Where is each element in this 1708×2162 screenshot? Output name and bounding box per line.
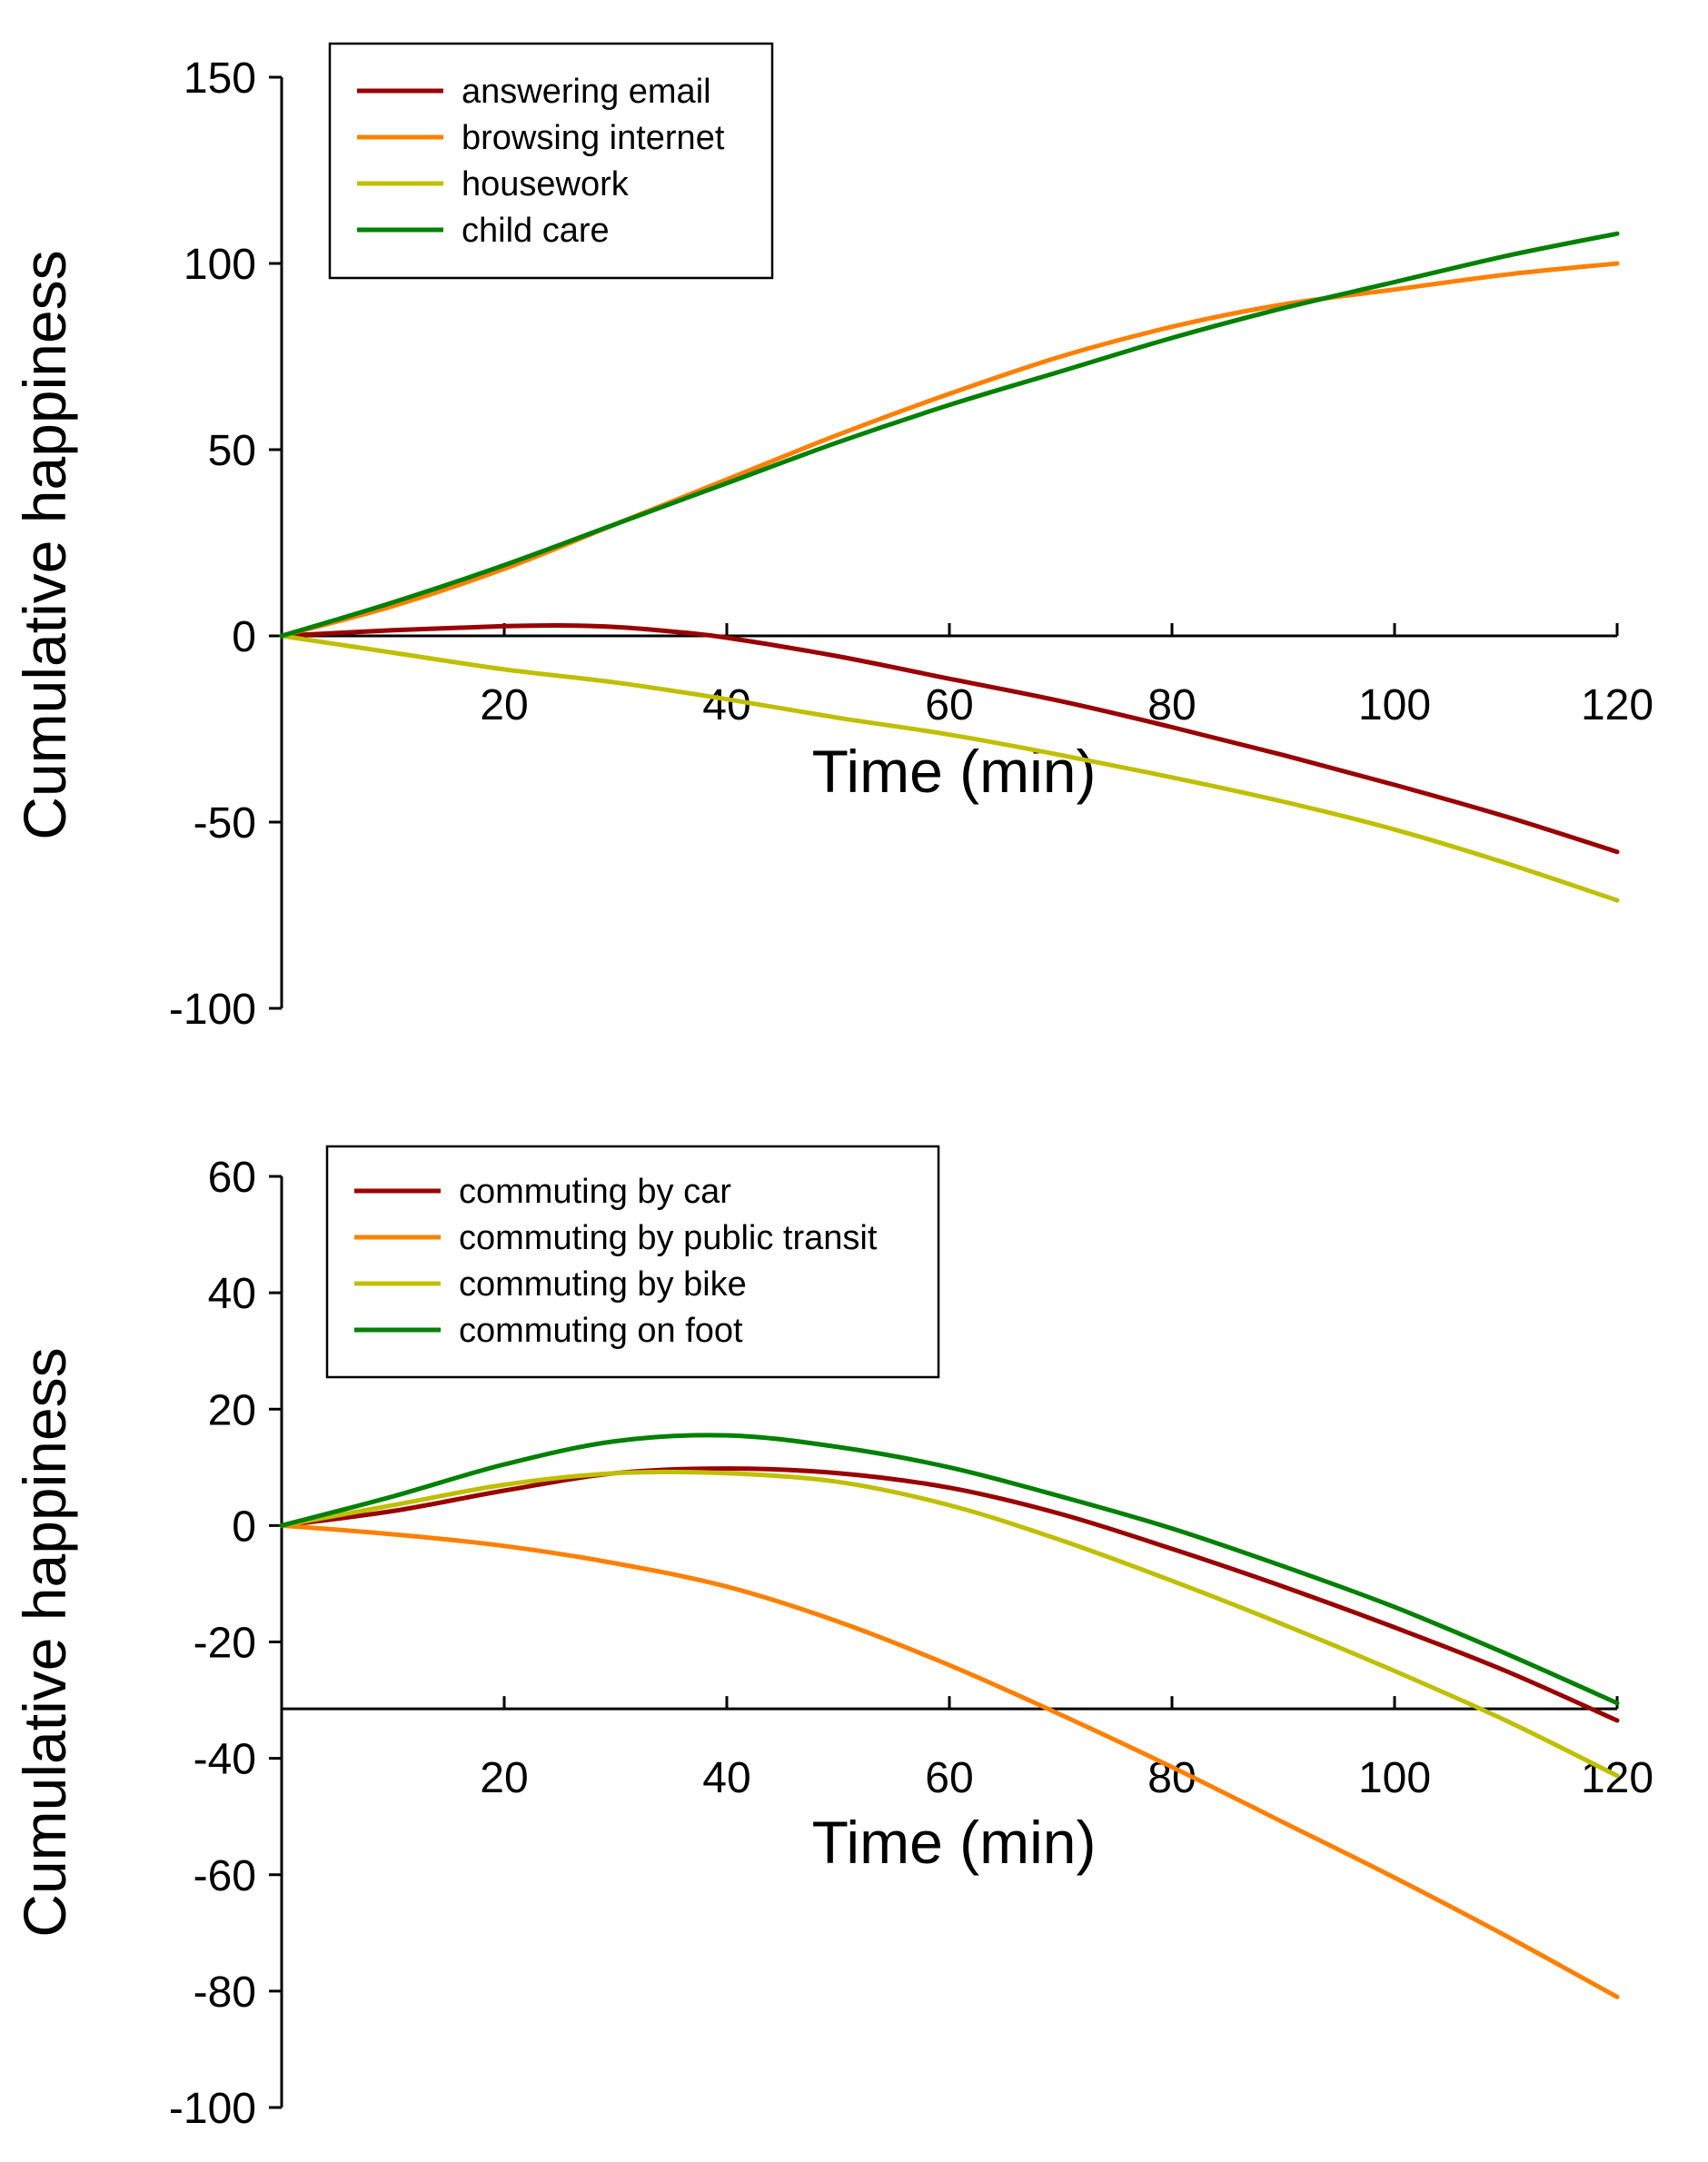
x-tick-label: 100 xyxy=(1358,1754,1431,1802)
series-line-child-care xyxy=(279,231,1620,639)
y-tick-label: 0 xyxy=(232,1502,256,1551)
x-axis-title: Time (min) xyxy=(812,1809,1097,1876)
x-tick-label: 120 xyxy=(1581,681,1653,729)
y-tick-label: 20 xyxy=(208,1386,256,1434)
y-axis-title: Cumulative happiness xyxy=(11,250,78,839)
series-line-commuting-by-bike xyxy=(279,1469,1620,1779)
legend-label: answering email xyxy=(462,73,711,111)
y-tick-label: -100 xyxy=(169,2085,256,2133)
y-tick-label: 60 xyxy=(208,1154,256,1202)
y-tick-label: -20 xyxy=(194,1620,256,1668)
x-tick-label: 40 xyxy=(702,681,750,729)
x-axis-title: Time (min) xyxy=(812,738,1097,805)
y-tick-label: 40 xyxy=(208,1270,256,1318)
series-line-answering-email xyxy=(279,622,1620,855)
x-tick-label: 60 xyxy=(925,1754,973,1802)
x-tick-label: 20 xyxy=(480,1754,528,1802)
series-line-browsing-internet xyxy=(279,261,1620,639)
series-line-housework xyxy=(279,633,1620,903)
legend-label: commuting by bike xyxy=(459,1265,747,1304)
y-tick-label: -40 xyxy=(194,1736,256,1784)
y-tick-label: -100 xyxy=(169,986,256,1034)
y-axis-title: Cumulative happiness xyxy=(11,1347,78,1937)
legend-label: commuting by public transit xyxy=(459,1219,878,1257)
legend-label: child care xyxy=(462,212,610,250)
legend-label: housework xyxy=(462,165,630,203)
y-tick-label: 50 xyxy=(208,427,256,475)
y-tick-label: 100 xyxy=(184,241,256,289)
legend-label: commuting on foot xyxy=(459,1312,743,1350)
y-tick-label: 0 xyxy=(232,613,256,661)
x-tick-label: 40 xyxy=(702,1754,750,1802)
legend-box xyxy=(328,42,774,280)
y-tick-label: -80 xyxy=(194,1969,256,2017)
y-tick-label: -60 xyxy=(194,1852,256,1900)
legend-label: browsing internet xyxy=(462,119,725,157)
legend-label: commuting by car xyxy=(459,1173,731,1211)
legend: commuting by car commuting by public tran… xyxy=(325,1145,940,1379)
series-line-commuting-on-foot xyxy=(279,1433,1620,1706)
legend-box xyxy=(325,1145,940,1379)
y-tick-label: 150 xyxy=(184,55,256,103)
series-line-commuting-by-public-transit xyxy=(279,1522,1620,1999)
x-tick-label: 60 xyxy=(925,681,973,729)
series-line-commuting-by-car xyxy=(279,1466,1620,1723)
x-tick-label: 80 xyxy=(1147,1754,1196,1802)
x-tick-label: 20 xyxy=(480,681,528,729)
y-tick-label: -50 xyxy=(194,799,256,848)
x-tick-label: 100 xyxy=(1358,681,1431,729)
legend: answering email browsing internet housewor… xyxy=(328,42,774,280)
